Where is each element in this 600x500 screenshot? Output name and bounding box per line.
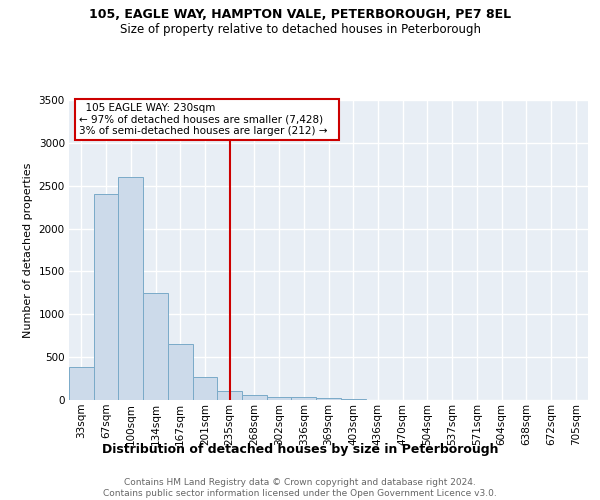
Bar [118,177,143,400]
Text: Distribution of detached houses by size in Peterborough: Distribution of detached houses by size … [102,442,498,456]
Text: 105 EAGLE WAY: 230sqm
← 97% of detached houses are smaller (7,428)
3% of semi-de: 105 EAGLE WAY: 230sqm ← 97% of detached … [79,103,334,136]
Text: Contains HM Land Registry data © Crown copyright and database right 2024.
Contai: Contains HM Land Registry data © Crown c… [103,478,497,498]
Bar [242,396,267,400]
Y-axis label: Number of detached properties: Number of detached properties [23,162,33,338]
Bar [217,392,242,400]
Text: 105, EAGLE WAY, HAMPTON VALE, PETERBOROUGH, PE7 8EL: 105, EAGLE WAY, HAMPTON VALE, PETERBOROU… [89,8,511,20]
Bar [94,194,118,400]
Bar [193,377,217,400]
Text: Size of property relative to detached houses in Peterborough: Size of property relative to detached ho… [119,22,481,36]
Bar [267,396,292,400]
Bar [316,398,341,400]
Bar [292,398,316,400]
Bar [168,344,193,400]
Bar [341,398,365,400]
Bar [143,293,168,400]
Bar [69,367,94,400]
